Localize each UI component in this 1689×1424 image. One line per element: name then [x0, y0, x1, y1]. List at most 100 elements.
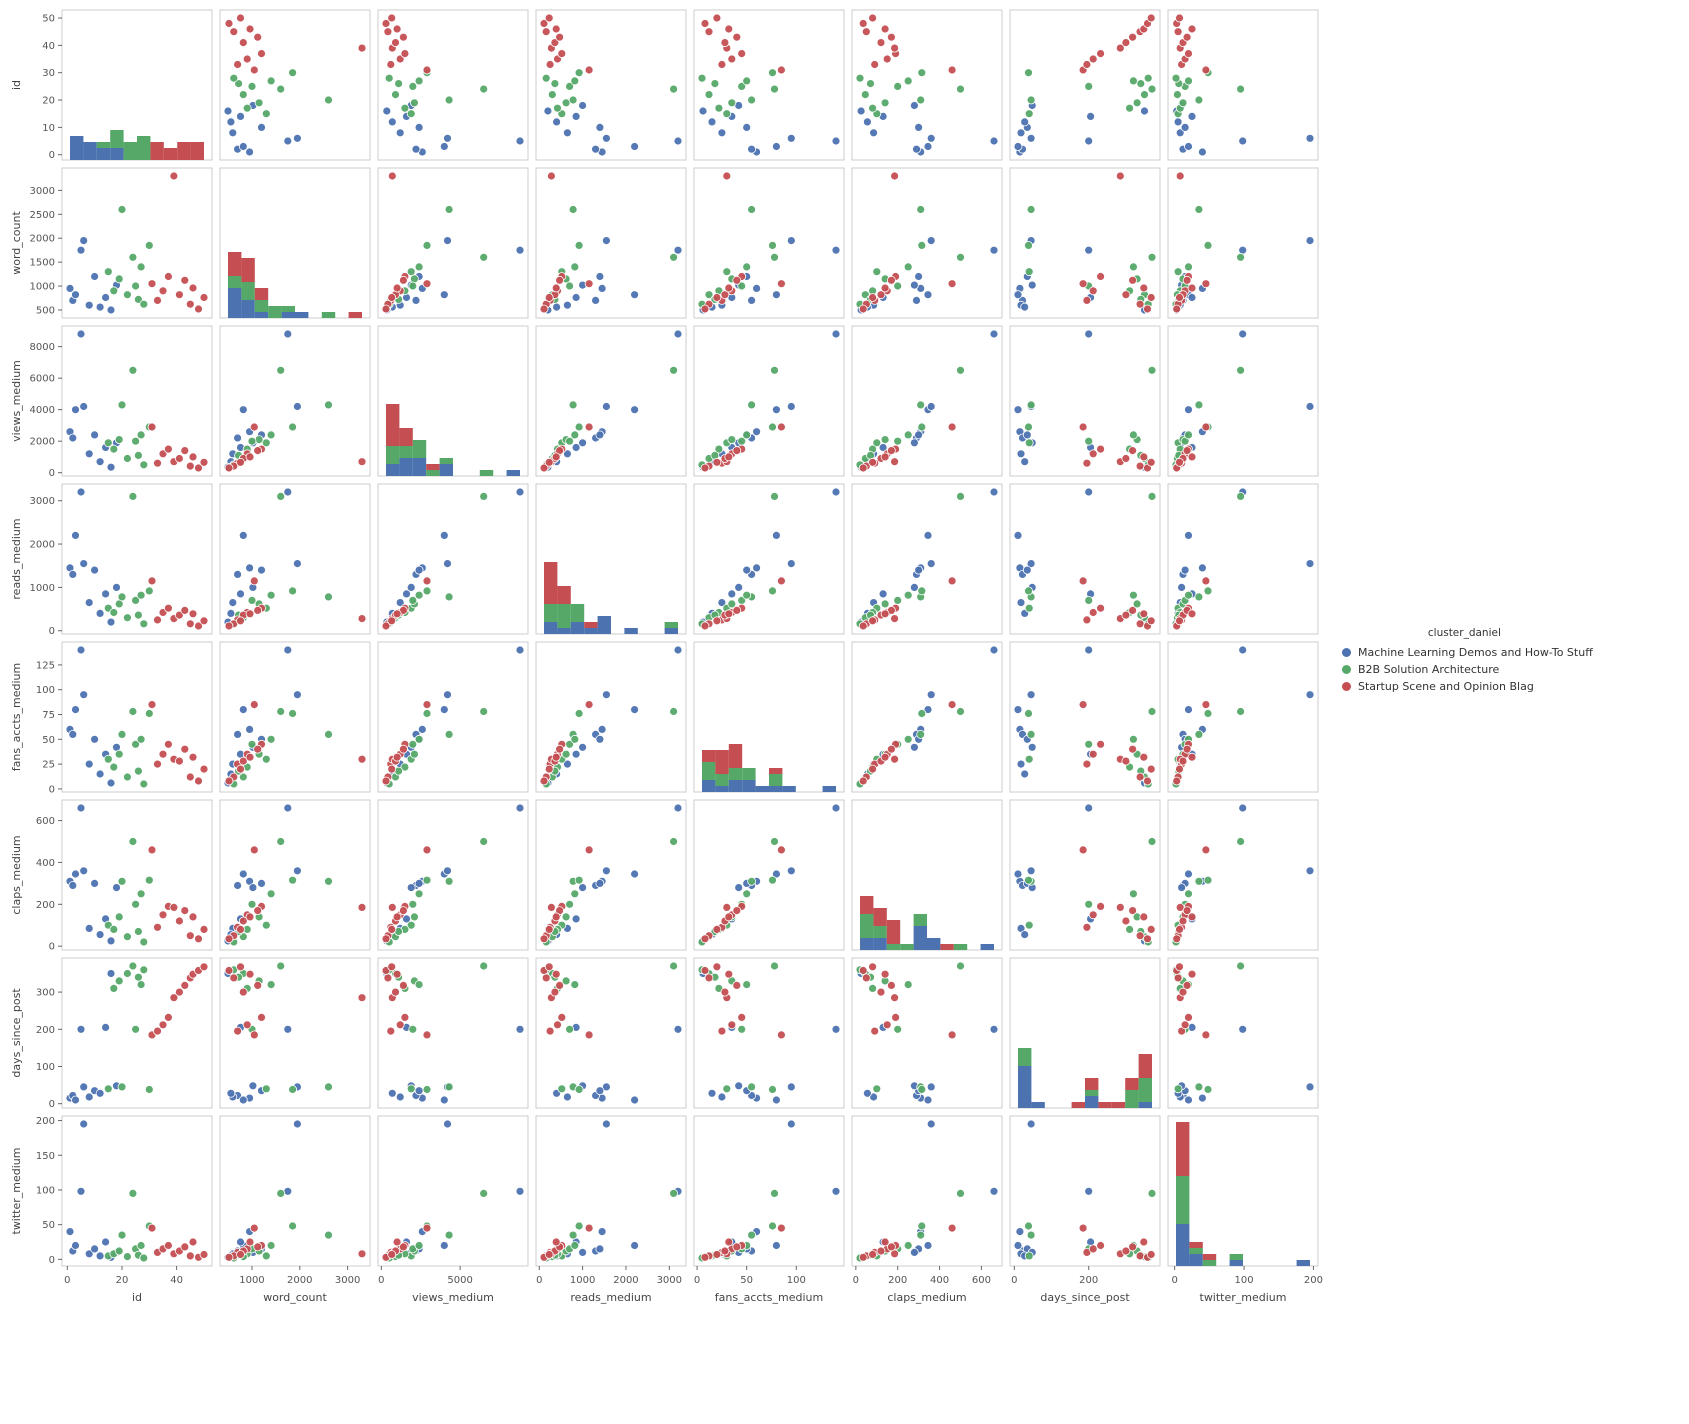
svg-text:600: 600 — [972, 1275, 991, 1286]
svg-text:0: 0 — [49, 1099, 55, 1110]
svg-text:2000: 2000 — [287, 1275, 312, 1286]
cell-word_count-vs-twitter_medium — [1167, 167, 1319, 319]
svg-text:twitter_medium: twitter_medium — [1200, 1291, 1287, 1304]
svg-text:50: 50 — [42, 14, 55, 25]
cell-id-vs-days_since_post — [1009, 9, 1161, 161]
svg-text:fans_accts_medium: fans_accts_medium — [715, 1291, 823, 1304]
cell-reads_medium-vs-days_since_post — [1009, 483, 1161, 635]
svg-text:30: 30 — [42, 68, 55, 79]
svg-text:3000: 3000 — [657, 1275, 682, 1286]
svg-text:0: 0 — [853, 1275, 859, 1286]
svg-text:0: 0 — [49, 784, 55, 795]
svg-text:twitter_medium: twitter_medium — [10, 1148, 23, 1235]
cell-fans_accts_medium-vs-fans_accts_medium — [693, 641, 845, 793]
cell-fans_accts_medium-vs-claps_medium — [851, 641, 1003, 793]
cell-reads_medium-vs-twitter_medium — [1167, 483, 1319, 635]
svg-text:fans_accts_medium: fans_accts_medium — [10, 663, 23, 771]
legend-entry-b2b: B2B Solution Architecture — [1336, 661, 1593, 678]
svg-text:reads_medium: reads_medium — [10, 518, 23, 599]
cell-views_medium-vs-id: 0 2000 4000 6000 8000 views_medium — [10, 325, 213, 479]
legend-marker-blue-icon — [1342, 648, 1351, 657]
legend-label-startup: Startup Scene and Opinion Blag — [1358, 680, 1534, 693]
svg-text:6000: 6000 — [30, 374, 55, 385]
svg-text:100: 100 — [36, 1185, 55, 1196]
svg-text:1000: 1000 — [570, 1275, 595, 1286]
svg-text:0: 0 — [49, 468, 55, 479]
svg-text:0: 0 — [49, 942, 55, 953]
svg-text:days_since_post: days_since_post — [1040, 1291, 1130, 1304]
cell-days_since_post-vs-word_count — [219, 957, 371, 1109]
cell-twitter_medium-vs-twitter_medium: 0 100 200 twitter_medium — [1167, 1115, 1323, 1304]
svg-text:40: 40 — [170, 1275, 183, 1286]
svg-text:0: 0 — [49, 1255, 55, 1266]
cell-reads_medium-vs-fans_accts_medium — [693, 483, 845, 635]
cell-days_since_post-vs-reads_medium — [535, 957, 687, 1109]
cell-claps_medium-vs-days_since_post — [1009, 799, 1161, 951]
svg-text:reads_medium: reads_medium — [570, 1291, 651, 1304]
pairplot-grid: 01020304050id50010001500200025003000word… — [10, 9, 1323, 1304]
cell-views_medium-vs-twitter_medium — [1167, 325, 1319, 477]
svg-text:0: 0 — [1171, 1275, 1177, 1286]
svg-text:0: 0 — [64, 1275, 70, 1286]
svg-text:0: 0 — [49, 150, 55, 161]
svg-text:3000: 3000 — [335, 1275, 360, 1286]
cell-id-vs-views_medium — [377, 9, 529, 161]
cell-twitter_medium-vs-claps_medium: 0 200 400 600 claps_medium — [851, 1115, 1003, 1304]
svg-text:500: 500 — [36, 305, 55, 316]
svg-text:3000: 3000 — [30, 496, 55, 507]
cell-fans_accts_medium-vs-days_since_post — [1009, 641, 1161, 793]
cell-days_since_post-vs-claps_medium — [851, 957, 1003, 1109]
svg-text:25: 25 — [42, 760, 55, 771]
svg-text:views_medium: views_medium — [412, 1291, 494, 1304]
svg-text:2000: 2000 — [613, 1275, 638, 1286]
svg-text:1000: 1000 — [239, 1275, 264, 1286]
cell-fans_accts_medium-vs-reads_medium — [535, 641, 687, 793]
cell-id-vs-word_count — [219, 9, 371, 161]
cell-views_medium-vs-days_since_post — [1009, 325, 1161, 477]
cell-days_since_post-vs-fans_accts_medium — [693, 957, 845, 1109]
svg-text:200: 200 — [36, 1025, 55, 1036]
cell-reads_medium-vs-reads_medium — [535, 483, 687, 635]
svg-text:20: 20 — [42, 96, 55, 107]
legend: cluster_daniel Machine Learning Demos an… — [1336, 626, 1593, 695]
svg-text:100: 100 — [787, 1275, 806, 1286]
cell-word_count-vs-claps_medium — [851, 167, 1003, 319]
svg-text:days_since_post: days_since_post — [10, 988, 23, 1078]
cell-id-vs-twitter_medium — [1167, 9, 1319, 161]
svg-text:125: 125 — [36, 660, 55, 671]
legend-entry-startup: Startup Scene and Opinion Blag — [1336, 678, 1593, 695]
cell-claps_medium-vs-claps_medium — [851, 799, 1003, 951]
svg-text:2000: 2000 — [30, 540, 55, 551]
legend-entry-ml: Machine Learning Demos and How-To Stuff — [1336, 644, 1593, 661]
svg-text:0: 0 — [694, 1275, 700, 1286]
svg-text:0: 0 — [378, 1275, 384, 1286]
svg-text:100: 100 — [36, 685, 55, 696]
cell-days_since_post-vs-views_medium — [377, 957, 529, 1109]
cell-views_medium-vs-word_count — [219, 325, 371, 477]
svg-text:150: 150 — [36, 1151, 55, 1162]
svg-text:40: 40 — [42, 41, 55, 52]
svg-text:2000: 2000 — [30, 437, 55, 448]
cell-claps_medium-vs-twitter_medium — [1167, 799, 1319, 951]
cell-claps_medium-vs-id: 0 200 400 600 claps_medium — [10, 799, 213, 953]
svg-text:200: 200 — [1304, 1275, 1323, 1286]
legend-label-b2b: B2B Solution Architecture — [1358, 663, 1500, 676]
cell-fans_accts_medium-vs-word_count — [219, 641, 371, 793]
svg-text:4000: 4000 — [30, 405, 55, 416]
cell-views_medium-vs-views_medium — [377, 325, 529, 477]
svg-text:400: 400 — [930, 1275, 949, 1286]
cell-twitter_medium-vs-word_count: 1000 2000 3000 word_count — [219, 1115, 371, 1304]
cell-reads_medium-vs-id: 0 1000 2000 3000 reads_medium — [10, 483, 213, 637]
svg-text:claps_medium: claps_medium — [887, 1291, 966, 1304]
cell-views_medium-vs-claps_medium — [851, 325, 1003, 477]
cell-reads_medium-vs-views_medium — [377, 483, 529, 635]
legend-title: cluster_daniel — [1427, 627, 1501, 639]
svg-text:word_count: word_count — [10, 211, 23, 275]
cell-claps_medium-vs-views_medium — [377, 799, 529, 951]
cell-id-vs-reads_medium — [535, 9, 687, 161]
cell-word_count-vs-fans_accts_medium — [693, 167, 845, 319]
svg-text:0: 0 — [536, 1275, 542, 1286]
cell-id-vs-fans_accts_medium — [693, 9, 845, 161]
svg-text:1000: 1000 — [30, 282, 55, 293]
svg-text:10: 10 — [42, 123, 55, 134]
